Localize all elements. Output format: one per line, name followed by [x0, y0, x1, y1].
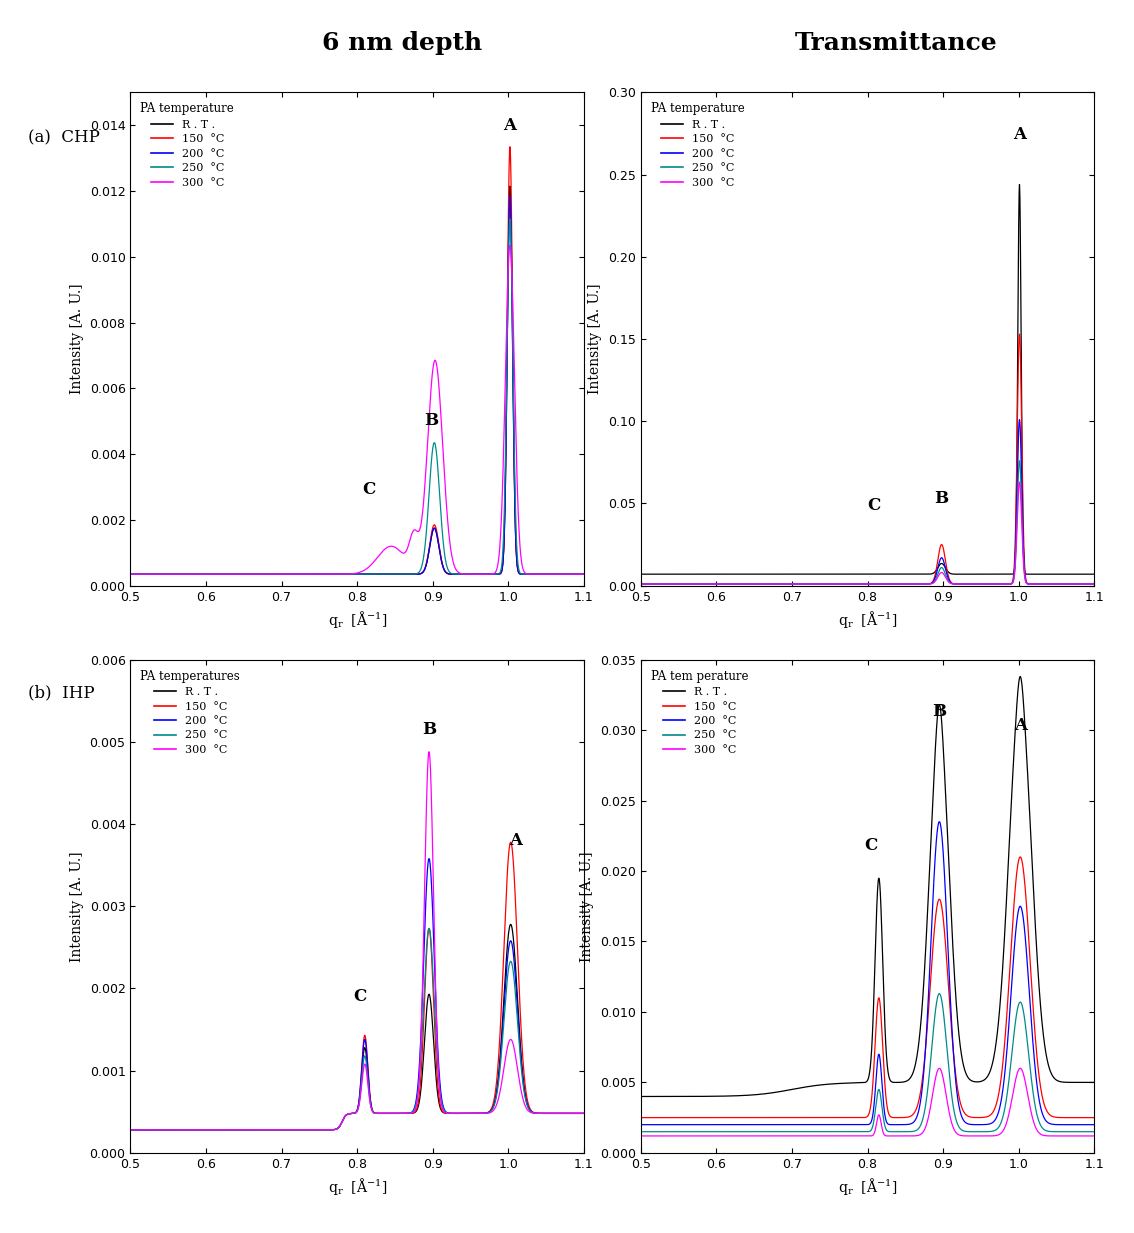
Text: A: A [1013, 126, 1026, 143]
X-axis label: $\mathregular{q_r}$  [$\mathregular{\AA^{-1}}$]: $\mathregular{q_r}$ [$\mathregular{\AA^{… [328, 1176, 387, 1197]
Text: A: A [502, 117, 516, 134]
Legend: R . T ., 150  °C, 200  °C, 250  °C, 300  °C: R . T ., 150 °C, 200 °C, 250 °C, 300 °C [136, 666, 245, 760]
Text: C: C [864, 837, 878, 854]
Text: B: B [932, 703, 947, 720]
X-axis label: $\mathregular{q_r}$  [$\mathregular{\AA^{-1}}$]: $\mathregular{q_r}$ [$\mathregular{\AA^{… [838, 1176, 897, 1197]
Y-axis label: Intensity [A. U.]: Intensity [A. U.] [581, 851, 594, 962]
Text: A: A [509, 831, 523, 848]
Text: B: B [933, 491, 948, 508]
Y-axis label: Intensity [A. U.]: Intensity [A. U.] [70, 851, 84, 962]
Text: B: B [422, 720, 437, 737]
Text: C: C [362, 481, 375, 498]
Legend: R . T ., 150  °C, 200  °C, 250  °C, 300  °C: R . T ., 150 °C, 200 °C, 250 °C, 300 °C [646, 666, 753, 760]
Text: C: C [866, 497, 880, 514]
Text: B: B [424, 412, 439, 429]
Text: (b)  IHP: (b) IHP [28, 684, 95, 702]
Text: C: C [354, 988, 367, 1005]
X-axis label: $\mathregular{q_r}$  [$\mathregular{\AA^{-1}}$]: $\mathregular{q_r}$ [$\mathregular{\AA^{… [838, 609, 897, 630]
Text: 6 nm depth: 6 nm depth [322, 31, 483, 55]
X-axis label: $\mathregular{q_r}$  [$\mathregular{\AA^{-1}}$]: $\mathregular{q_r}$ [$\mathregular{\AA^{… [328, 609, 387, 630]
Text: (a)  CHP: (a) CHP [28, 129, 100, 147]
Text: A: A [1015, 718, 1027, 734]
Y-axis label: Intensity [A. U.]: Intensity [A. U.] [70, 284, 84, 395]
Legend: R . T ., 150  °C, 200  °C, 250  °C, 300  °C: R . T ., 150 °C, 200 °C, 250 °C, 300 °C [646, 99, 748, 192]
Text: Transmittance: Transmittance [795, 31, 997, 55]
Y-axis label: Intensity [A. U.]: Intensity [A. U.] [589, 284, 602, 395]
Legend: R . T ., 150  °C, 200  °C, 250  °C, 300  °C: R . T ., 150 °C, 200 °C, 250 °C, 300 °C [136, 99, 238, 192]
